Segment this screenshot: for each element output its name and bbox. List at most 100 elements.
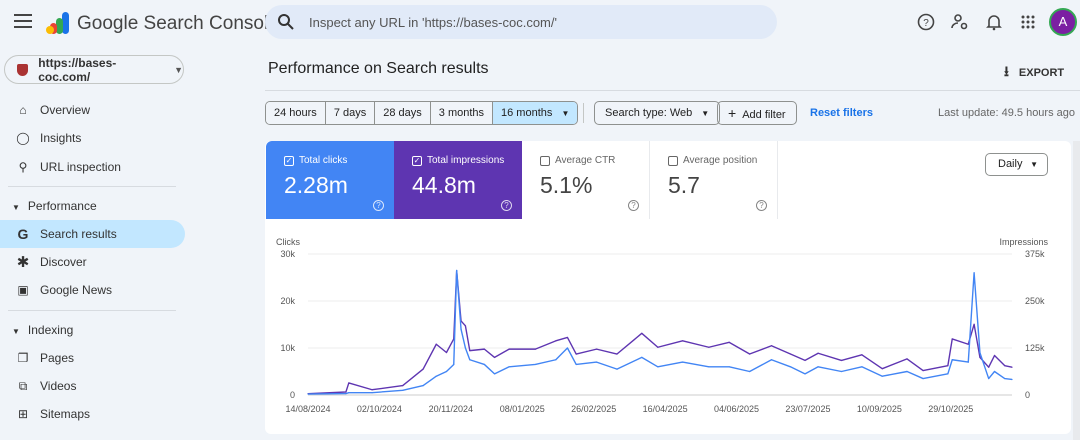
sidebar-item-label: Sitemaps bbox=[40, 407, 91, 421]
data-point-clicks bbox=[595, 361, 598, 363]
section-performance[interactable]: ▼ Performance bbox=[12, 199, 97, 213]
search-input[interactable]: Inspect any URL in 'https://bases-coc.co… bbox=[309, 14, 557, 30]
data-point-impressions bbox=[988, 366, 990, 368]
site-favicon-icon bbox=[17, 63, 29, 76]
data-point-clicks bbox=[770, 359, 773, 361]
range-7-days[interactable]: 7 days bbox=[325, 102, 376, 124]
data-point-impressions bbox=[575, 353, 577, 355]
metric-value: 44.8m bbox=[412, 172, 476, 198]
sidebar-item-sitemaps[interactable]: ⊞ Sitemaps bbox=[0, 400, 185, 428]
data-point-clicks bbox=[371, 392, 373, 394]
add-filter-button[interactable]: + Add filter bbox=[717, 101, 797, 125]
notifications-icon[interactable] bbox=[984, 12, 1004, 32]
divider bbox=[8, 310, 176, 311]
sidebar-item-url-inspection[interactable]: ⚲ URL inspection bbox=[0, 153, 185, 181]
right-tick-label: 375k bbox=[1025, 249, 1045, 259]
left-tick-label: 20k bbox=[280, 296, 295, 306]
range-28-days[interactable]: 28 days bbox=[375, 102, 431, 124]
menu-icon[interactable] bbox=[14, 14, 32, 28]
data-point-impressions bbox=[979, 356, 981, 358]
search-type-filter[interactable]: Search type: Web ▼ bbox=[594, 101, 721, 125]
data-point-impressions bbox=[371, 389, 373, 391]
range-16-months[interactable]: 16 months ▼ bbox=[493, 102, 578, 124]
url-inspect-search[interactable]: Inspect any URL in 'https://bases-coc.co… bbox=[265, 5, 777, 39]
export-button[interactable]: ⭳ EXPORT bbox=[1004, 61, 1064, 85]
manage-users-icon[interactable] bbox=[950, 12, 970, 32]
caret-down-icon: ▼ bbox=[12, 327, 20, 336]
chevron-down-icon: ▼ bbox=[174, 64, 183, 75]
data-point-impressions bbox=[922, 369, 924, 372]
scrollbar[interactable] bbox=[1073, 141, 1080, 440]
range-label: 16 months bbox=[501, 107, 553, 119]
x-tick-label: 10/09/2025 bbox=[857, 404, 902, 414]
help-icon[interactable]: ? bbox=[373, 200, 384, 211]
data-point-impressions bbox=[616, 353, 618, 355]
granularity-select[interactable]: Daily ▼ bbox=[985, 153, 1048, 176]
data-point-clicks bbox=[483, 363, 485, 366]
search-type-label: Search type: Web bbox=[605, 107, 693, 119]
data-point-impressions bbox=[906, 358, 908, 360]
x-tick-label: 16/04/2025 bbox=[643, 404, 688, 414]
data-point-clicks bbox=[979, 352, 981, 354]
avatar[interactable]: A bbox=[1049, 8, 1077, 36]
sidebar-item-pages[interactable]: ❐ Pages bbox=[0, 344, 185, 372]
x-tick-label: 14/08/2024 bbox=[285, 404, 330, 414]
sidebar-item-search-results[interactable]: G Search results bbox=[0, 220, 185, 248]
download-icon: ⭳ bbox=[1004, 63, 1009, 79]
right-axis-label: Impressions bbox=[999, 237, 1048, 247]
data-point-clicks bbox=[988, 377, 990, 380]
range-3-months[interactable]: 3 months bbox=[430, 102, 494, 124]
apps-icon[interactable] bbox=[1018, 12, 1038, 32]
data-point-impressions bbox=[861, 354, 863, 356]
sidebar-item-videos[interactable]: ⧉ Videos bbox=[0, 372, 185, 400]
property-url: https://bases-coc.com/ bbox=[38, 55, 117, 84]
reset-filters-link[interactable]: Reset filters bbox=[810, 107, 873, 119]
data-point-clicks bbox=[922, 377, 924, 380]
last-update: Last update: 49.5 hours ago bbox=[938, 107, 1075, 119]
chevron-down-icon: ▼ bbox=[701, 109, 710, 118]
section-label: Indexing bbox=[27, 323, 74, 337]
sidebar-item-discover[interactable]: ✱ Discover bbox=[0, 248, 185, 276]
sidebar-item-label: URL inspection bbox=[40, 160, 121, 174]
sidebar-item-google-news[interactable]: ▣ Google News bbox=[0, 276, 185, 304]
data-point-clicks bbox=[728, 366, 730, 368]
range-24-hours[interactable]: 24 hours bbox=[266, 102, 326, 124]
metric-total-impressions[interactable]: ✓ Total impressions 44.8m ? bbox=[394, 141, 522, 219]
data-point-clicks bbox=[861, 366, 863, 368]
help-icon[interactable]: ? bbox=[916, 12, 936, 32]
sidebar-item-overview[interactable]: ⌂ Overview bbox=[0, 96, 185, 124]
data-point-clicks bbox=[345, 392, 347, 395]
help-icon[interactable]: ? bbox=[501, 200, 512, 211]
metric-value: 5.1% bbox=[540, 172, 593, 198]
search-icon: ⚲ bbox=[18, 160, 28, 174]
sidebar-item-insights[interactable]: ◯ Insights bbox=[0, 124, 185, 152]
help-icon[interactable]: ? bbox=[756, 200, 767, 211]
data-point-clicks bbox=[1011, 378, 1013, 381]
property-selector[interactable]: https://bases-coc.com/ ▼ bbox=[4, 55, 184, 84]
bulb-icon: ◯ bbox=[16, 131, 30, 145]
section-indexing[interactable]: ▼ Indexing bbox=[12, 323, 73, 337]
data-point-impressions bbox=[817, 352, 819, 354]
metric-total-clicks[interactable]: ✓ Total clicks 2.28m ? bbox=[266, 141, 394, 219]
date-range-selector[interactable]: 24 hours 7 days 28 days 3 months 16 mont… bbox=[265, 101, 579, 125]
plus-icon: + bbox=[728, 105, 737, 121]
metric-average-ctr[interactable]: Average CTR 5.1% ? bbox=[522, 141, 650, 219]
data-point-clicks bbox=[460, 328, 462, 330]
data-point-clicks bbox=[967, 361, 969, 363]
data-point-clicks bbox=[641, 356, 643, 358]
granularity-label: Daily bbox=[998, 158, 1023, 170]
data-point-clicks bbox=[469, 359, 471, 361]
checkbox-unchecked-icon[interactable] bbox=[668, 155, 678, 166]
checkbox-unchecked-icon[interactable] bbox=[540, 155, 550, 166]
data-point-clicks bbox=[422, 385, 424, 387]
checkbox-checked-icon[interactable]: ✓ bbox=[284, 155, 294, 166]
data-point-impressions bbox=[708, 346, 710, 348]
metric-average-position[interactable]: Average position 5.7 ? bbox=[650, 141, 778, 219]
data-point-clicks bbox=[402, 389, 404, 391]
checkbox-checked-icon[interactable]: ✓ bbox=[412, 155, 422, 166]
data-point-clicks bbox=[1004, 377, 1006, 380]
data-point-clicks bbox=[951, 359, 953, 361]
data-point-impressions bbox=[881, 368, 883, 370]
data-point-clicks bbox=[555, 359, 557, 361]
help-icon[interactable]: ? bbox=[628, 200, 639, 211]
